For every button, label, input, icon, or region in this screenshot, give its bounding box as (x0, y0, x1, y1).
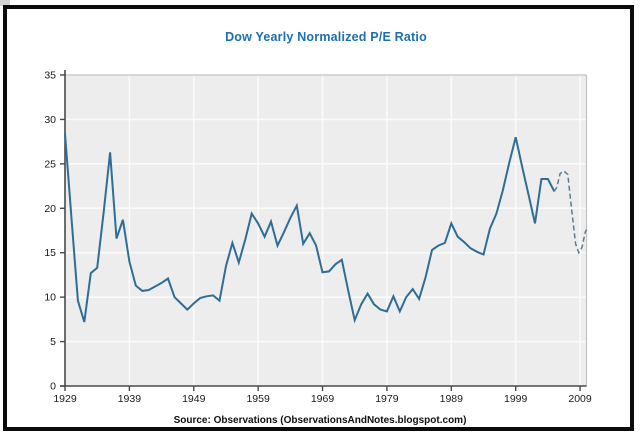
chart-title: Dow Yearly Normalized P/E Ratio (225, 30, 427, 44)
source-caption: Source: Observations (ObservationsAndNot… (173, 415, 467, 426)
page-corner-artifact (0, 0, 10, 6)
chart-frame (3, 5, 634, 431)
